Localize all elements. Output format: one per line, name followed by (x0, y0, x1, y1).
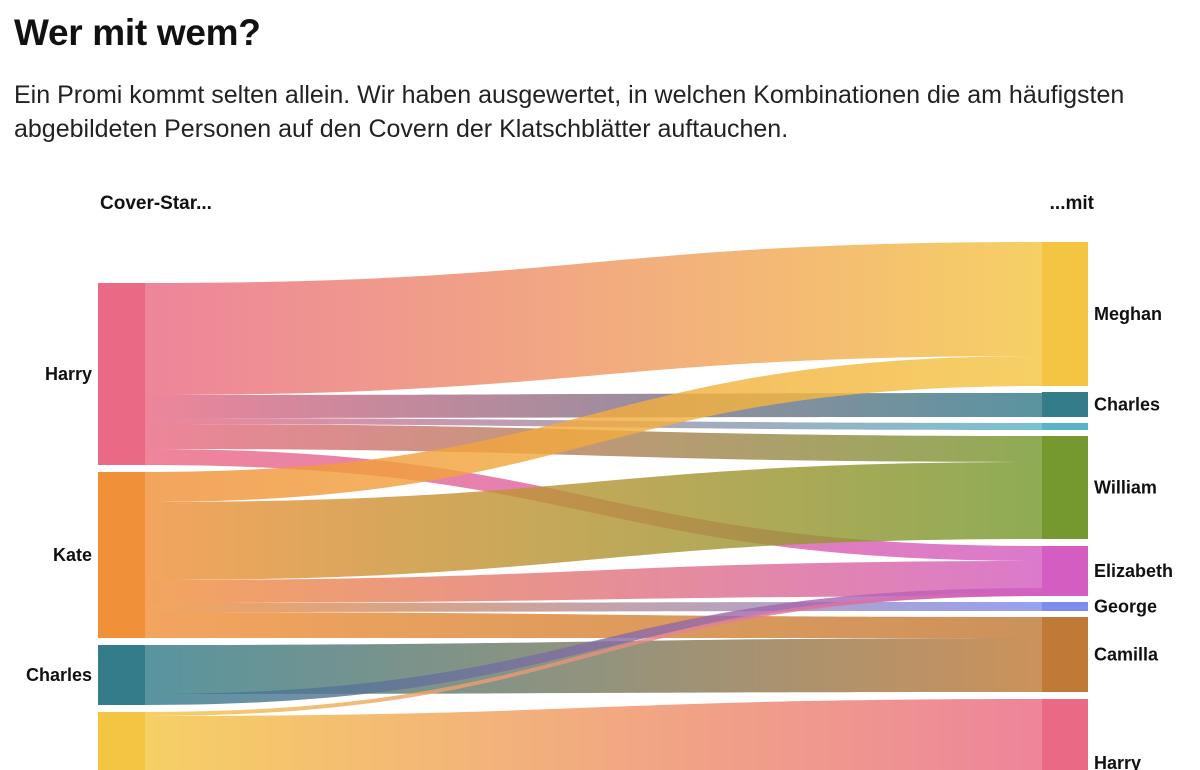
sankey-link-charles-to-camilla (145, 638, 1042, 694)
right-node-meghan (1042, 242, 1088, 386)
right-node-harry (1042, 699, 1088, 770)
sankey-link-harry-to-meghan (145, 242, 1042, 395)
left-label-harry: Harry (45, 364, 92, 384)
sankey-link-charles-to-elizabeth (145, 588, 1042, 705)
right-label-charles: Charles (1094, 395, 1160, 415)
right-label-harry: Harry (1094, 753, 1141, 770)
right-label-camilla: Camilla (1094, 645, 1159, 665)
left-node-charles (98, 645, 145, 705)
left-label-charles: Charles (26, 665, 92, 685)
left-node-meghan (98, 712, 145, 770)
right-node-teal (1042, 423, 1088, 430)
sankey-nodes (98, 242, 1088, 770)
sankey-link-kate-to-william (145, 462, 1042, 580)
right-column-heading: ...mit (1050, 193, 1095, 214)
right-label-george: George (1094, 597, 1157, 617)
sankey-link-kate-to-camilla (145, 612, 1042, 638)
right-label-william: William (1094, 478, 1157, 498)
sankey-link-kate-to-elizabeth (145, 561, 1042, 603)
page-subtitle: Ein Promi kommt selten allein. Wir haben… (14, 81, 1125, 143)
sankey-link-meghan-to-elizabeth (145, 592, 1042, 716)
left-node-harry (98, 283, 145, 465)
sankey-link-kate-to-meghan (145, 356, 1042, 502)
right-node-elizabeth (1042, 546, 1088, 596)
sankey-labels: Harry Kate Charles Meghan Charles William Eliz… (26, 304, 1173, 770)
right-node-charles (1042, 392, 1088, 417)
sankey-link-harry-to-charles (145, 393, 1042, 418)
left-label-kate: Kate (53, 545, 92, 565)
right-label-meghan: Meghan (1094, 304, 1162, 324)
left-column-heading: Cover-Star... (100, 193, 212, 214)
sankey-links (145, 242, 1042, 770)
sankey-link-meghan-to-harry (145, 699, 1042, 770)
right-node-william (1042, 436, 1088, 539)
right-node-george (1042, 602, 1088, 611)
right-node-camilla (1042, 617, 1088, 692)
page-title: Wer mit wem? (14, 12, 261, 53)
sankey-link-kate-to-george (145, 602, 1042, 612)
left-node-kate (98, 472, 145, 638)
right-label-elizabeth: Elizabeth (1094, 561, 1173, 581)
